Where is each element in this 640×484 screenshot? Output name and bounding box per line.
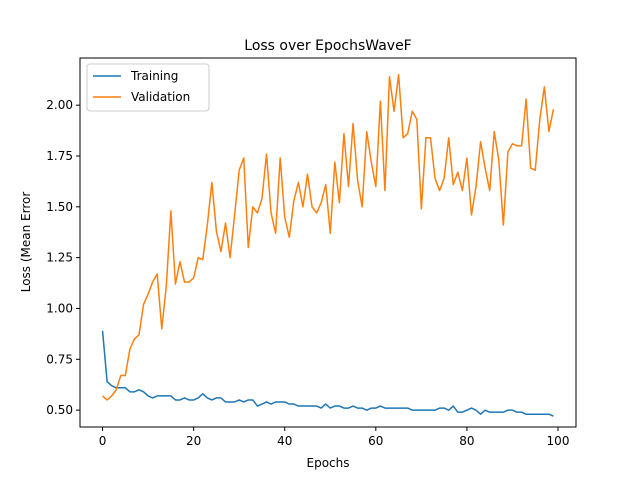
x-axis-ticks: 0 20 40 60 80 100 [99, 427, 570, 448]
y-tick-label: 1.50 [46, 200, 73, 214]
series-line-training [101, 330, 554, 417]
legend-label-training: Training [130, 69, 178, 83]
x-axis-label: Epochs [307, 456, 350, 470]
y-tick-label: 0.75 [46, 352, 73, 366]
x-tick-label: 0 [99, 434, 107, 448]
chart-title: Loss over EpochsWaveF [244, 38, 411, 54]
x-tick-label: 20 [186, 434, 201, 448]
x-tick-label: 60 [368, 434, 383, 448]
y-axis-ticks: 0.50 0.75 1.00 1.25 1.50 1.75 2.00 [46, 98, 80, 417]
series-line-validation [102, 73, 555, 401]
x-tick-label: 80 [459, 434, 474, 448]
y-axis-label: Loss (Mean Error [19, 192, 33, 293]
legend-label-validation: Validation [131, 90, 190, 104]
y-tick-label: 1.00 [46, 301, 73, 315]
x-tick-label: 100 [547, 434, 570, 448]
series-layer [101, 73, 555, 417]
legend: Training Validation [86, 63, 210, 112]
y-tick-label: 0.50 [46, 403, 73, 417]
y-tick-label: 1.75 [46, 149, 73, 163]
plot-frame [79, 57, 577, 428]
y-tick-label: 2.00 [46, 98, 73, 112]
plot-area [80, 58, 576, 427]
y-tick-label: 1.25 [46, 251, 73, 265]
x-tick-label: 40 [277, 434, 292, 448]
